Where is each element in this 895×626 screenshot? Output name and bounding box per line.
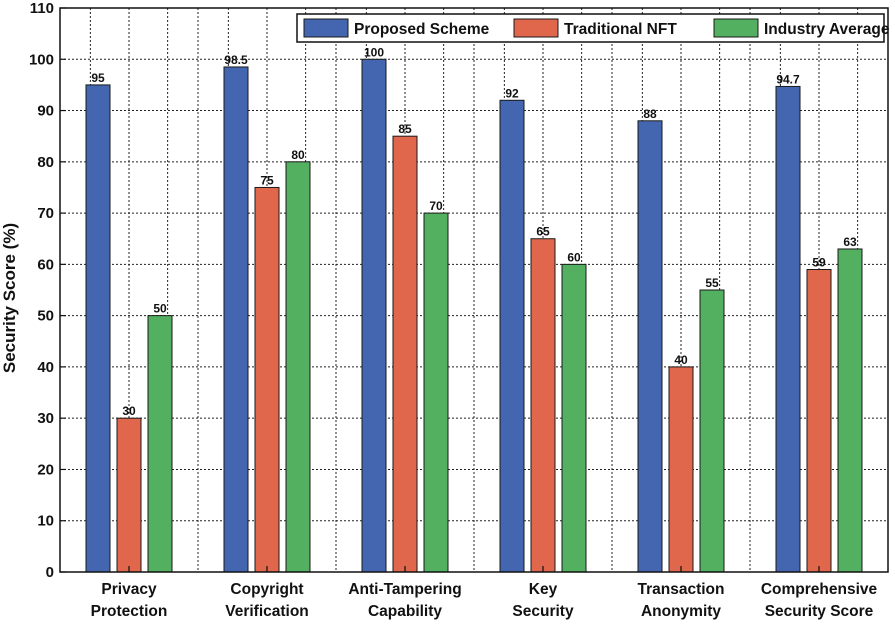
bar-industry-average [285,161,311,573]
x-category-label: Comprehensive [761,581,878,598]
data-label: 75 [260,173,274,187]
y-axis-title: Security Score (%) [0,223,19,373]
y-tick-label: 40 [37,359,54,376]
data-labels-layer: 95 30 50 98.5 75 80 100 85 70 92 65 60 88 40 55 94.7 59 6… [91,45,857,418]
bar-proposed-scheme [223,66,249,573]
x-category-label: Security Score [765,603,874,620]
y-tick-label: 100 [29,51,54,68]
bar-industry-average [837,248,863,573]
data-label: 100 [364,45,384,59]
legend-label: Proposed Scheme [354,21,490,38]
bar-traditional-nft [254,186,280,573]
data-label: 60 [567,250,581,264]
bar-industry-average [561,263,587,573]
y-tick-label: 10 [37,513,54,530]
x-category-label: Anti-Tampering [348,581,461,598]
data-label: 59 [812,255,826,269]
x-category-label: Key [529,581,558,598]
data-label: 30 [122,404,136,418]
legend-swatch-traditional-nft [513,18,559,38]
bar-proposed-scheme [775,85,801,573]
y-tick-label: 60 [37,256,54,273]
y-tick-label: 0 [46,564,54,581]
x-category-label: Transaction [638,581,725,598]
data-label: 95 [91,71,105,85]
x-category-label: Verification [225,603,309,620]
data-label: 55 [705,276,719,290]
x-category-label: Anonymity [641,603,721,620]
y-tick-label: 30 [37,410,54,427]
bar-industry-average [147,315,173,573]
y-tick-label: 20 [37,461,54,478]
bar-traditional-nft [668,366,694,573]
bar-traditional-nft [530,238,556,573]
bar-proposed-scheme [637,120,663,573]
data-label: 85 [398,122,412,136]
data-label: 70 [429,199,443,213]
bar-traditional-nft [116,417,142,573]
data-label: 92 [505,86,519,100]
data-label: 88 [643,107,657,121]
data-label: 40 [674,353,688,367]
x-category-label: Protection [91,603,168,620]
bar-industry-average [423,212,449,573]
y-tick-label: 50 [37,308,54,325]
y-tick-label: 90 [37,103,54,120]
x-category-label: Copyright [230,581,303,598]
plot-frame [59,7,889,573]
bar-traditional-nft [392,135,418,573]
bar-proposed-scheme [361,58,387,573]
bar-proposed-scheme [85,84,111,573]
y-axis: 0 10 20 30 40 50 60 70 80 90 100 110 [29,0,66,581]
grid-layer [60,8,888,572]
data-label: 63 [843,235,857,249]
data-label: 94.7 [776,72,800,86]
data-label: 98.5 [224,53,248,67]
legend: Proposed Scheme Traditional NFT Industry A… [296,13,890,43]
x-category-label: Security [512,603,574,620]
y-tick-label: 70 [37,205,54,222]
legend-label: Industry Average [764,21,890,38]
bar-proposed-scheme [499,99,525,573]
y-tick-label: 110 [30,0,54,17]
y-tick-label: 80 [37,154,54,171]
data-label: 50 [153,302,167,316]
data-label: 80 [291,148,305,162]
bar-traditional-nft [806,268,832,573]
legend-box [296,13,885,43]
x-axis: Privacy Protection Copyright Verification An… [91,566,878,620]
x-category-label: Privacy [101,581,157,598]
legend-swatch-industry-average [713,18,759,38]
bar-industry-average [699,289,725,573]
legend-label: Traditional NFT [564,21,677,38]
data-label: 65 [536,225,550,239]
x-category-label: Capability [368,603,442,620]
legend-swatch-proposed-scheme [303,18,349,38]
